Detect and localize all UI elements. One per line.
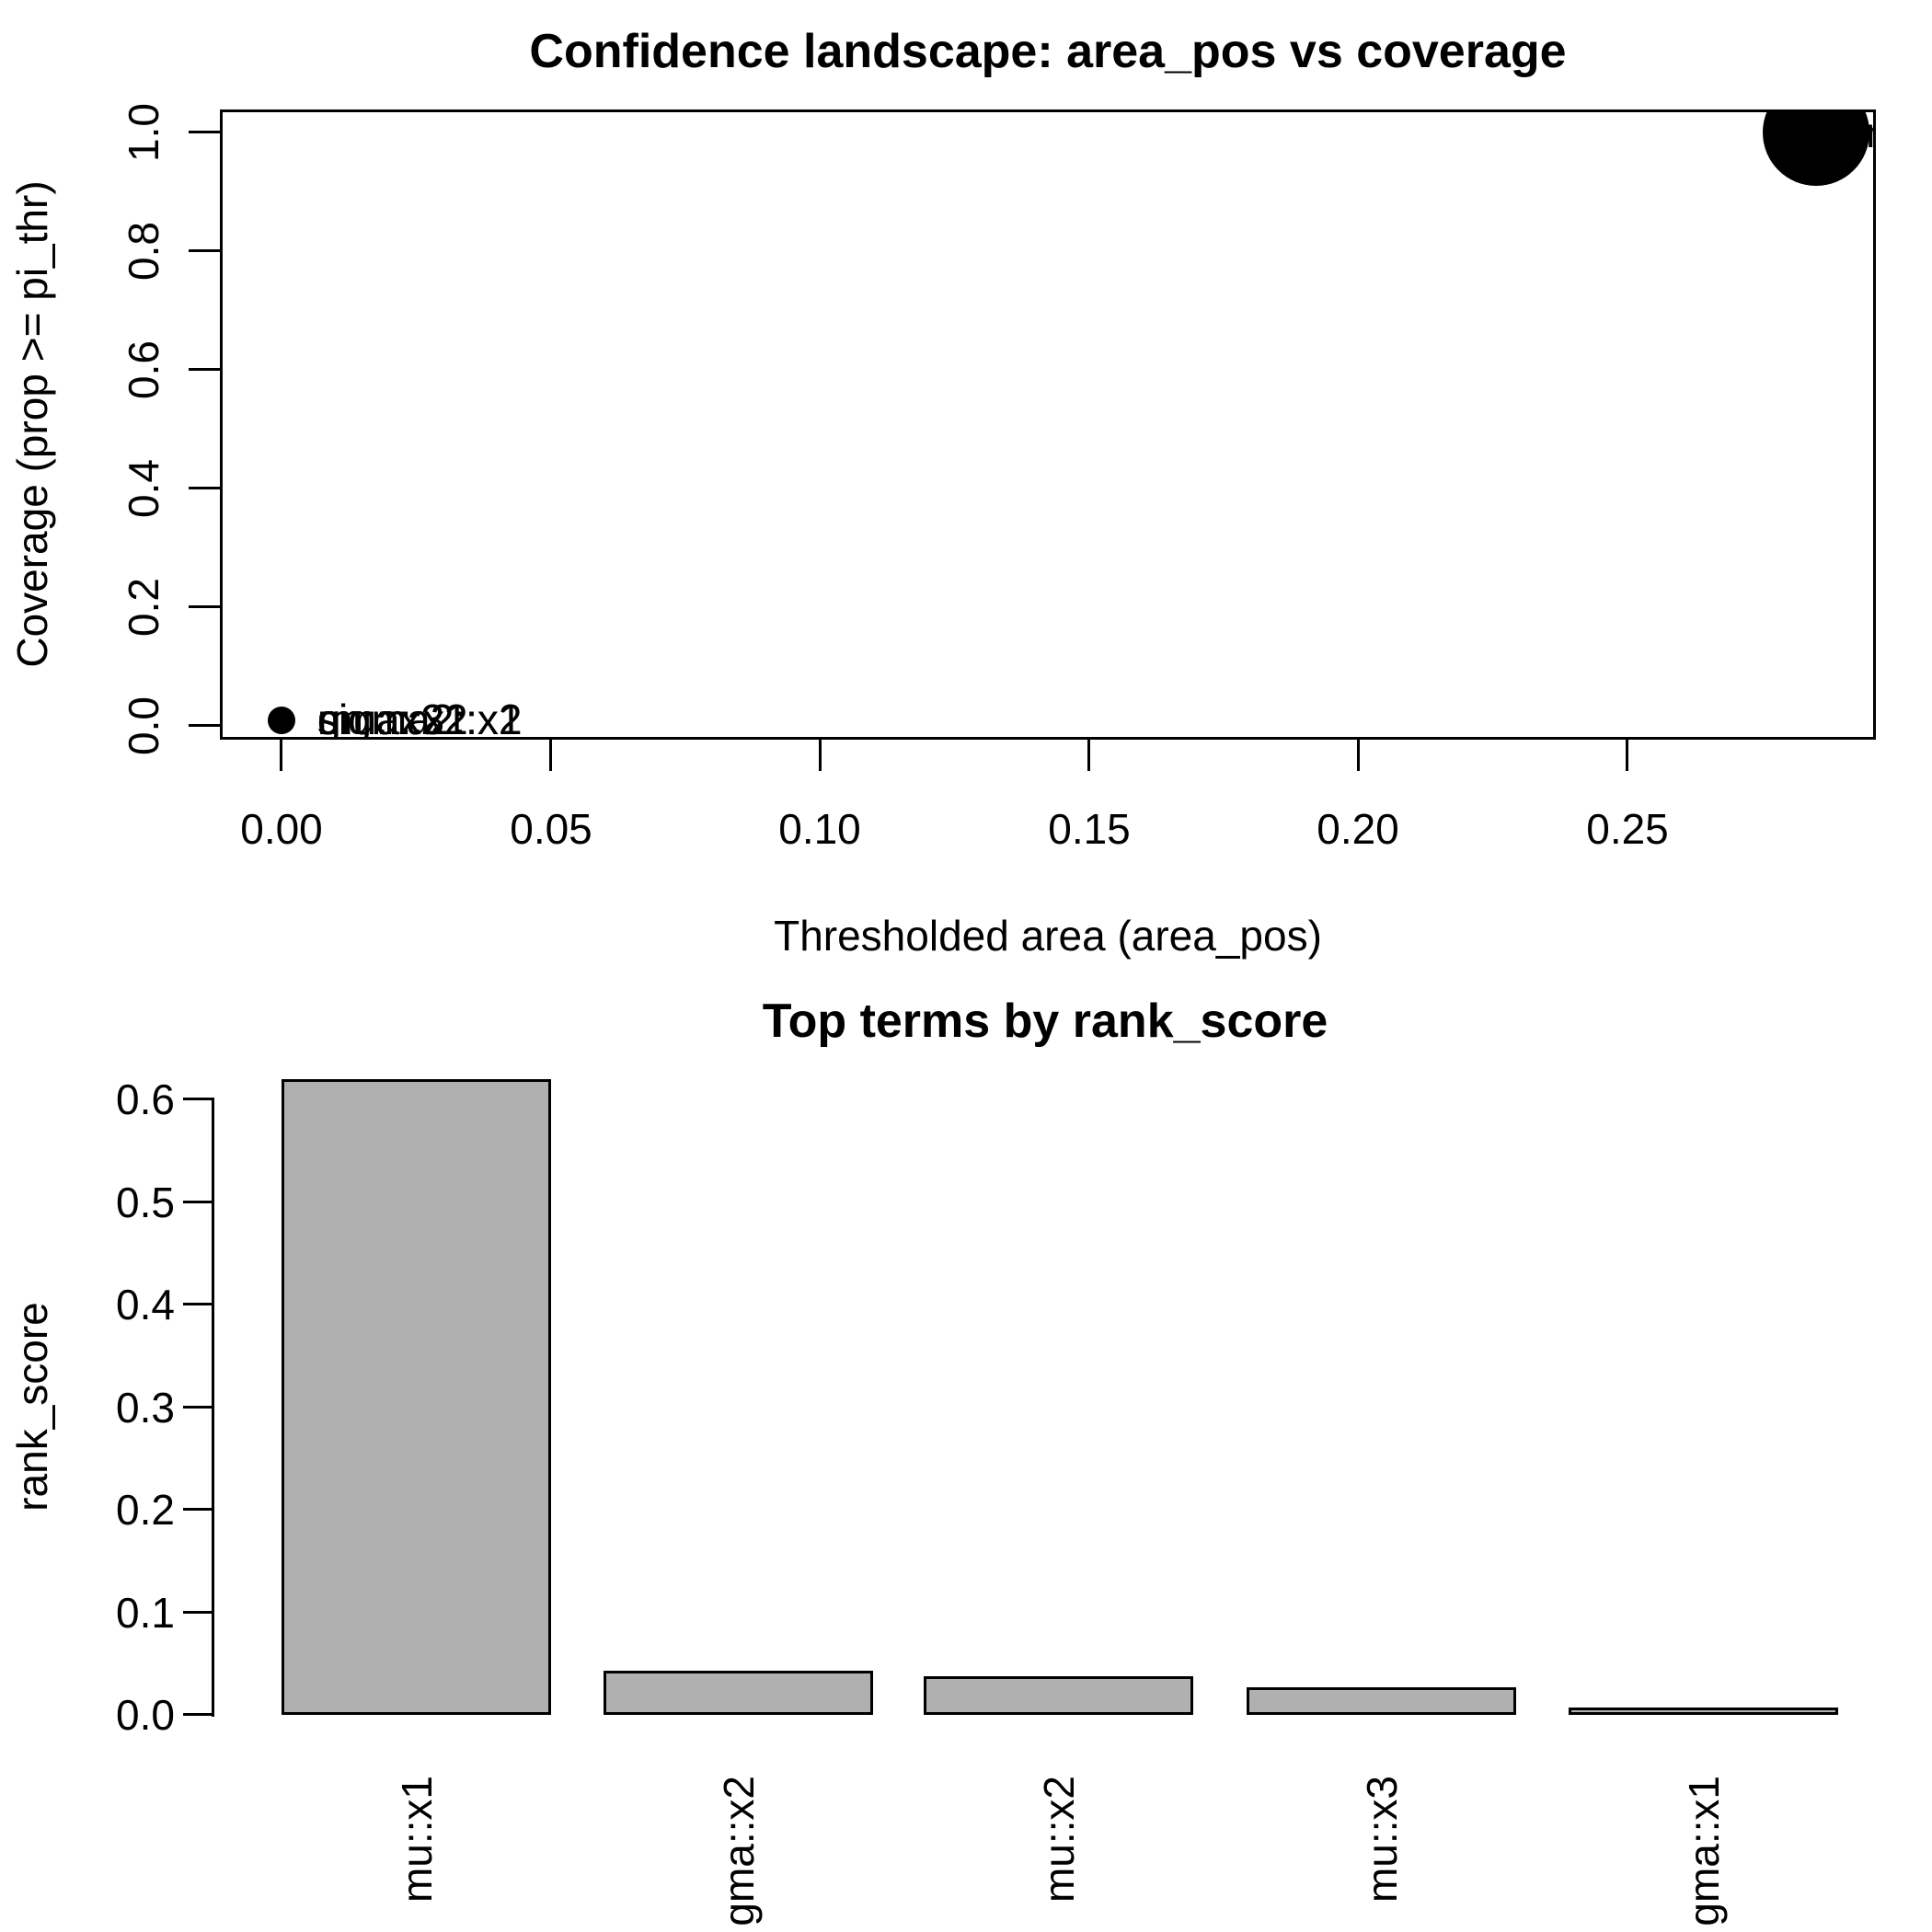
bar-y-tick-label: 0.1 <box>116 1589 175 1637</box>
scatter-x-tick-label: 0.20 <box>1317 805 1399 853</box>
scatter-x-tick-label: 0.25 <box>1586 805 1669 853</box>
bar-y-tick-mark <box>183 1303 214 1305</box>
scatter-y-tick-mark <box>189 724 220 727</box>
bar-y-tick-label: 0.3 <box>116 1384 175 1432</box>
scatter-y-tick-mark <box>189 487 220 489</box>
scatter-y-tick-mark <box>189 249 220 252</box>
bar-y-tick-mark <box>183 1508 214 1511</box>
bar-category-label: mu::x2 <box>1035 1776 1083 1903</box>
bar-mu-x3 <box>1247 1687 1516 1715</box>
scatter-x-tick-label: 0.00 <box>240 805 323 853</box>
origin-point-label: gma::x1 <box>317 696 468 740</box>
bar-category-label: mu::x3 <box>1358 1776 1406 1903</box>
scatter-x-tick-mark <box>1626 740 1628 771</box>
scatter-x-tick-mark <box>819 740 822 771</box>
scatter-x-tick-label: 0.05 <box>510 805 592 853</box>
bar-y-tick-label: 0.0 <box>116 1691 175 1739</box>
bar-y-tick-mark <box>183 1713 214 1716</box>
scatter-y-tick-label: 0.0 <box>120 696 167 755</box>
scatter-x-axis-label: Thresholded area (area_pos) <box>774 912 1322 960</box>
bar-y-tick-label: 0.5 <box>116 1179 175 1226</box>
origin-point-label: sigma2::x1 <box>317 696 523 740</box>
scatter-x-tick-mark <box>1087 740 1090 771</box>
scatter-y-tick-label: 0.2 <box>120 578 167 637</box>
bar-y-tick-mark <box>183 1406 214 1409</box>
scatter-x-tick-mark <box>549 740 552 771</box>
large-point-label: mu::x1 <box>1866 112 1873 154</box>
bar-y-tick-label: 0.6 <box>116 1075 175 1123</box>
origin-point-label: mu::x2 <box>317 696 445 740</box>
bar-y-tick-label: 0.2 <box>116 1486 175 1534</box>
origin-point-label: gma::x2 <box>317 696 468 740</box>
scatter-plot-area: sigma2::x1 sigma2::x2 mu::x2 mu::x3 gma:… <box>220 109 1876 740</box>
bar-y-tick-mark <box>183 1201 214 1203</box>
bar-mu-x1 <box>282 1079 551 1715</box>
origin-point-label: sigma2::x2 <box>317 696 523 740</box>
bar-category-label: gma::x2 <box>715 1776 763 1926</box>
scatter-y-tick-mark <box>189 368 220 371</box>
bar-y-tick-mark <box>183 1098 214 1100</box>
origin-point-label: mu::x3 <box>317 696 445 740</box>
scatter-y-tick-mark <box>189 131 220 133</box>
bar-mu-x2 <box>924 1676 1193 1715</box>
scatter-y-tick-label: 0.8 <box>120 222 167 281</box>
scatter-y-tick-label: 0.6 <box>120 340 167 399</box>
scatter-y-tick-mark <box>189 605 220 608</box>
scatter-y-tick-label: 0.4 <box>120 459 167 518</box>
bar-category-label: mu::x1 <box>393 1776 441 1903</box>
scatter-x-tick-label: 0.15 <box>1048 805 1131 853</box>
scatter-y-tick-label: 1.0 <box>120 103 167 162</box>
scatter-x-tick-mark <box>280 740 282 771</box>
scatter-point-origin <box>268 706 295 734</box>
scatter-point-large <box>1762 112 1869 186</box>
scatter-x-tick-label: 0.10 <box>778 805 861 853</box>
scatter-x-tick-mark <box>1357 740 1360 771</box>
bar-category-label: gma::x1 <box>1680 1776 1728 1926</box>
bar-gma-x1 <box>1569 1708 1838 1715</box>
scatter-title: Confidence landscape: area_pos vs covera… <box>529 25 1567 78</box>
bar-y-tick-mark <box>183 1611 214 1614</box>
bar-gma-x2 <box>604 1671 873 1715</box>
bar-chart-title: Top terms by rank_score <box>762 995 1328 1048</box>
scatter-y-axis-label: Coverage (prop >= pi_thr) <box>8 180 56 668</box>
bar-y-tick-label: 0.4 <box>116 1281 175 1328</box>
